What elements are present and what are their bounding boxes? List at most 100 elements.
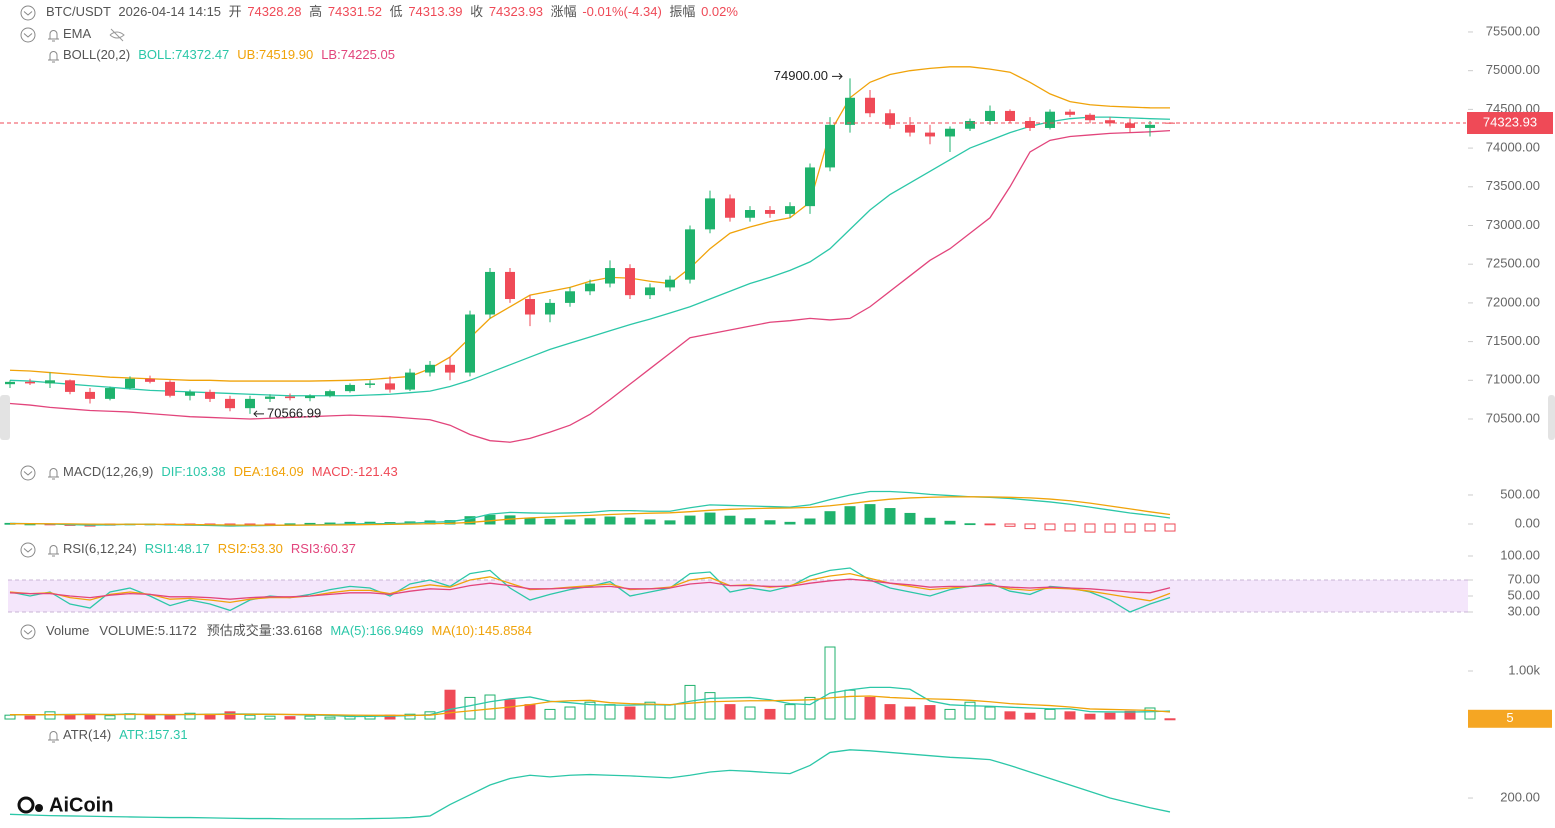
macd-bar	[584, 518, 596, 525]
volume-bar	[404, 713, 416, 720]
collapse-chevron	[23, 548, 33, 553]
macd-bar	[884, 508, 896, 525]
symbol: BTC/USDT	[46, 4, 111, 19]
macd-bar	[1164, 523, 1176, 532]
volume-bar	[464, 696, 476, 720]
alert-bell[interactable]	[48, 30, 59, 42]
legend-text: 145.8584	[478, 623, 532, 638]
macd-bar	[984, 523, 996, 526]
collapse-button[interactable]	[20, 542, 36, 558]
candle-body	[205, 391, 215, 399]
volume-bar	[284, 716, 296, 720]
collapse-button[interactable]	[20, 27, 36, 43]
candle-body	[885, 113, 895, 125]
scroll-handle[interactable]	[1548, 395, 1555, 440]
volume-bar	[1004, 711, 1016, 720]
y-tick-label: 200.00	[1500, 789, 1540, 804]
volume-bar	[224, 711, 236, 720]
change-label: 涨幅	[551, 4, 577, 19]
volume-bar	[144, 714, 156, 720]
macd-bar	[1124, 523, 1136, 533]
legend-text: UB:	[237, 47, 259, 62]
candle-body	[405, 372, 415, 390]
candle-body	[645, 287, 655, 296]
candle-body	[965, 120, 975, 129]
candle-body	[725, 198, 735, 218]
legend-text: 164.09	[264, 464, 304, 479]
series-line	[9, 66, 1171, 382]
candle-body	[785, 206, 795, 214]
volume-bar	[904, 706, 916, 720]
candle-body	[905, 124, 915, 133]
candle-body	[185, 391, 195, 396]
candle-body	[1045, 111, 1055, 128]
scroll-handle[interactable]	[0, 395, 10, 440]
visibility-toggle[interactable]	[109, 28, 125, 42]
legend-text: RSI2:	[218, 541, 251, 556]
candle-body	[1025, 120, 1035, 128]
volume-bar	[24, 715, 36, 720]
y-tick-label: 100.00	[1500, 547, 1540, 562]
alert-bell[interactable]	[48, 545, 59, 557]
candle-body	[745, 210, 755, 218]
candle-body	[1125, 123, 1135, 128]
collapse-chevron	[23, 33, 33, 38]
legend-text: 74372.47	[175, 47, 229, 62]
volume-bar	[624, 706, 636, 720]
macd-bar	[744, 518, 756, 525]
volume-bar	[924, 705, 936, 720]
candle-body	[485, 271, 495, 315]
candle-body	[665, 279, 675, 288]
y-tick-label: 70500.00	[1486, 410, 1540, 425]
legend-text: MACD(12,26,9)	[63, 464, 153, 479]
candle-body	[105, 388, 115, 399]
volume-bar	[1124, 710, 1136, 720]
volume-bar	[324, 716, 336, 720]
volume-bar	[44, 711, 56, 720]
volume-bar	[524, 704, 536, 720]
series-line	[10, 496, 1171, 526]
macd-bar	[544, 518, 556, 525]
legend-text: DEA:	[234, 464, 264, 479]
collapse-chevron	[23, 11, 33, 16]
candle-body	[565, 291, 575, 303]
candle-body	[165, 381, 175, 396]
y-tick-label: 74000.00	[1486, 140, 1540, 155]
volume-bar	[764, 708, 776, 720]
volume-bar	[984, 706, 996, 720]
candle-body	[305, 395, 315, 399]
legend-row: MACD(12,26,9) DIF:103.38 DEA:164.09 MACD:-1…	[63, 464, 398, 479]
legend-row: RSI(6,12,24) RSI1:48.17 RSI2:53.30 RSI3:60.…	[63, 541, 356, 556]
annotation: 70566.99	[267, 405, 321, 420]
collapse-button[interactable]	[20, 5, 36, 21]
candle-body	[445, 364, 455, 373]
candle-body	[525, 299, 535, 315]
y-tick-label: 30.00	[1507, 603, 1540, 618]
collapse-button[interactable]	[20, 624, 36, 640]
candle-body	[1005, 110, 1015, 121]
volume-bar	[1164, 718, 1176, 721]
macd-bar	[844, 506, 856, 525]
amplitude-value: 0.02%	[701, 4, 738, 19]
candle-body	[385, 383, 395, 390]
high-label: 高	[309, 4, 322, 19]
y-tick-label: 0.00	[1515, 515, 1540, 530]
close-value: 74323.93	[489, 4, 543, 19]
volume-bar	[304, 715, 316, 720]
candle-body	[225, 398, 235, 409]
legend-text: VOLUME:	[99, 623, 158, 638]
volume-bar	[264, 715, 276, 720]
legend-text: 33.6168	[275, 623, 322, 638]
series-line	[9, 116, 1171, 397]
annotation-arrow	[253, 410, 264, 418]
macd-bar	[784, 521, 796, 525]
legend-text: BOLL(20,2)	[63, 47, 130, 62]
collapse-chevron	[23, 630, 33, 635]
collapse-button[interactable]	[20, 465, 36, 481]
candle-body	[805, 167, 815, 207]
alert-bell[interactable]	[48, 468, 59, 480]
candle-body	[925, 132, 935, 137]
volume-bar	[1024, 712, 1036, 720]
candle-body	[125, 378, 135, 389]
